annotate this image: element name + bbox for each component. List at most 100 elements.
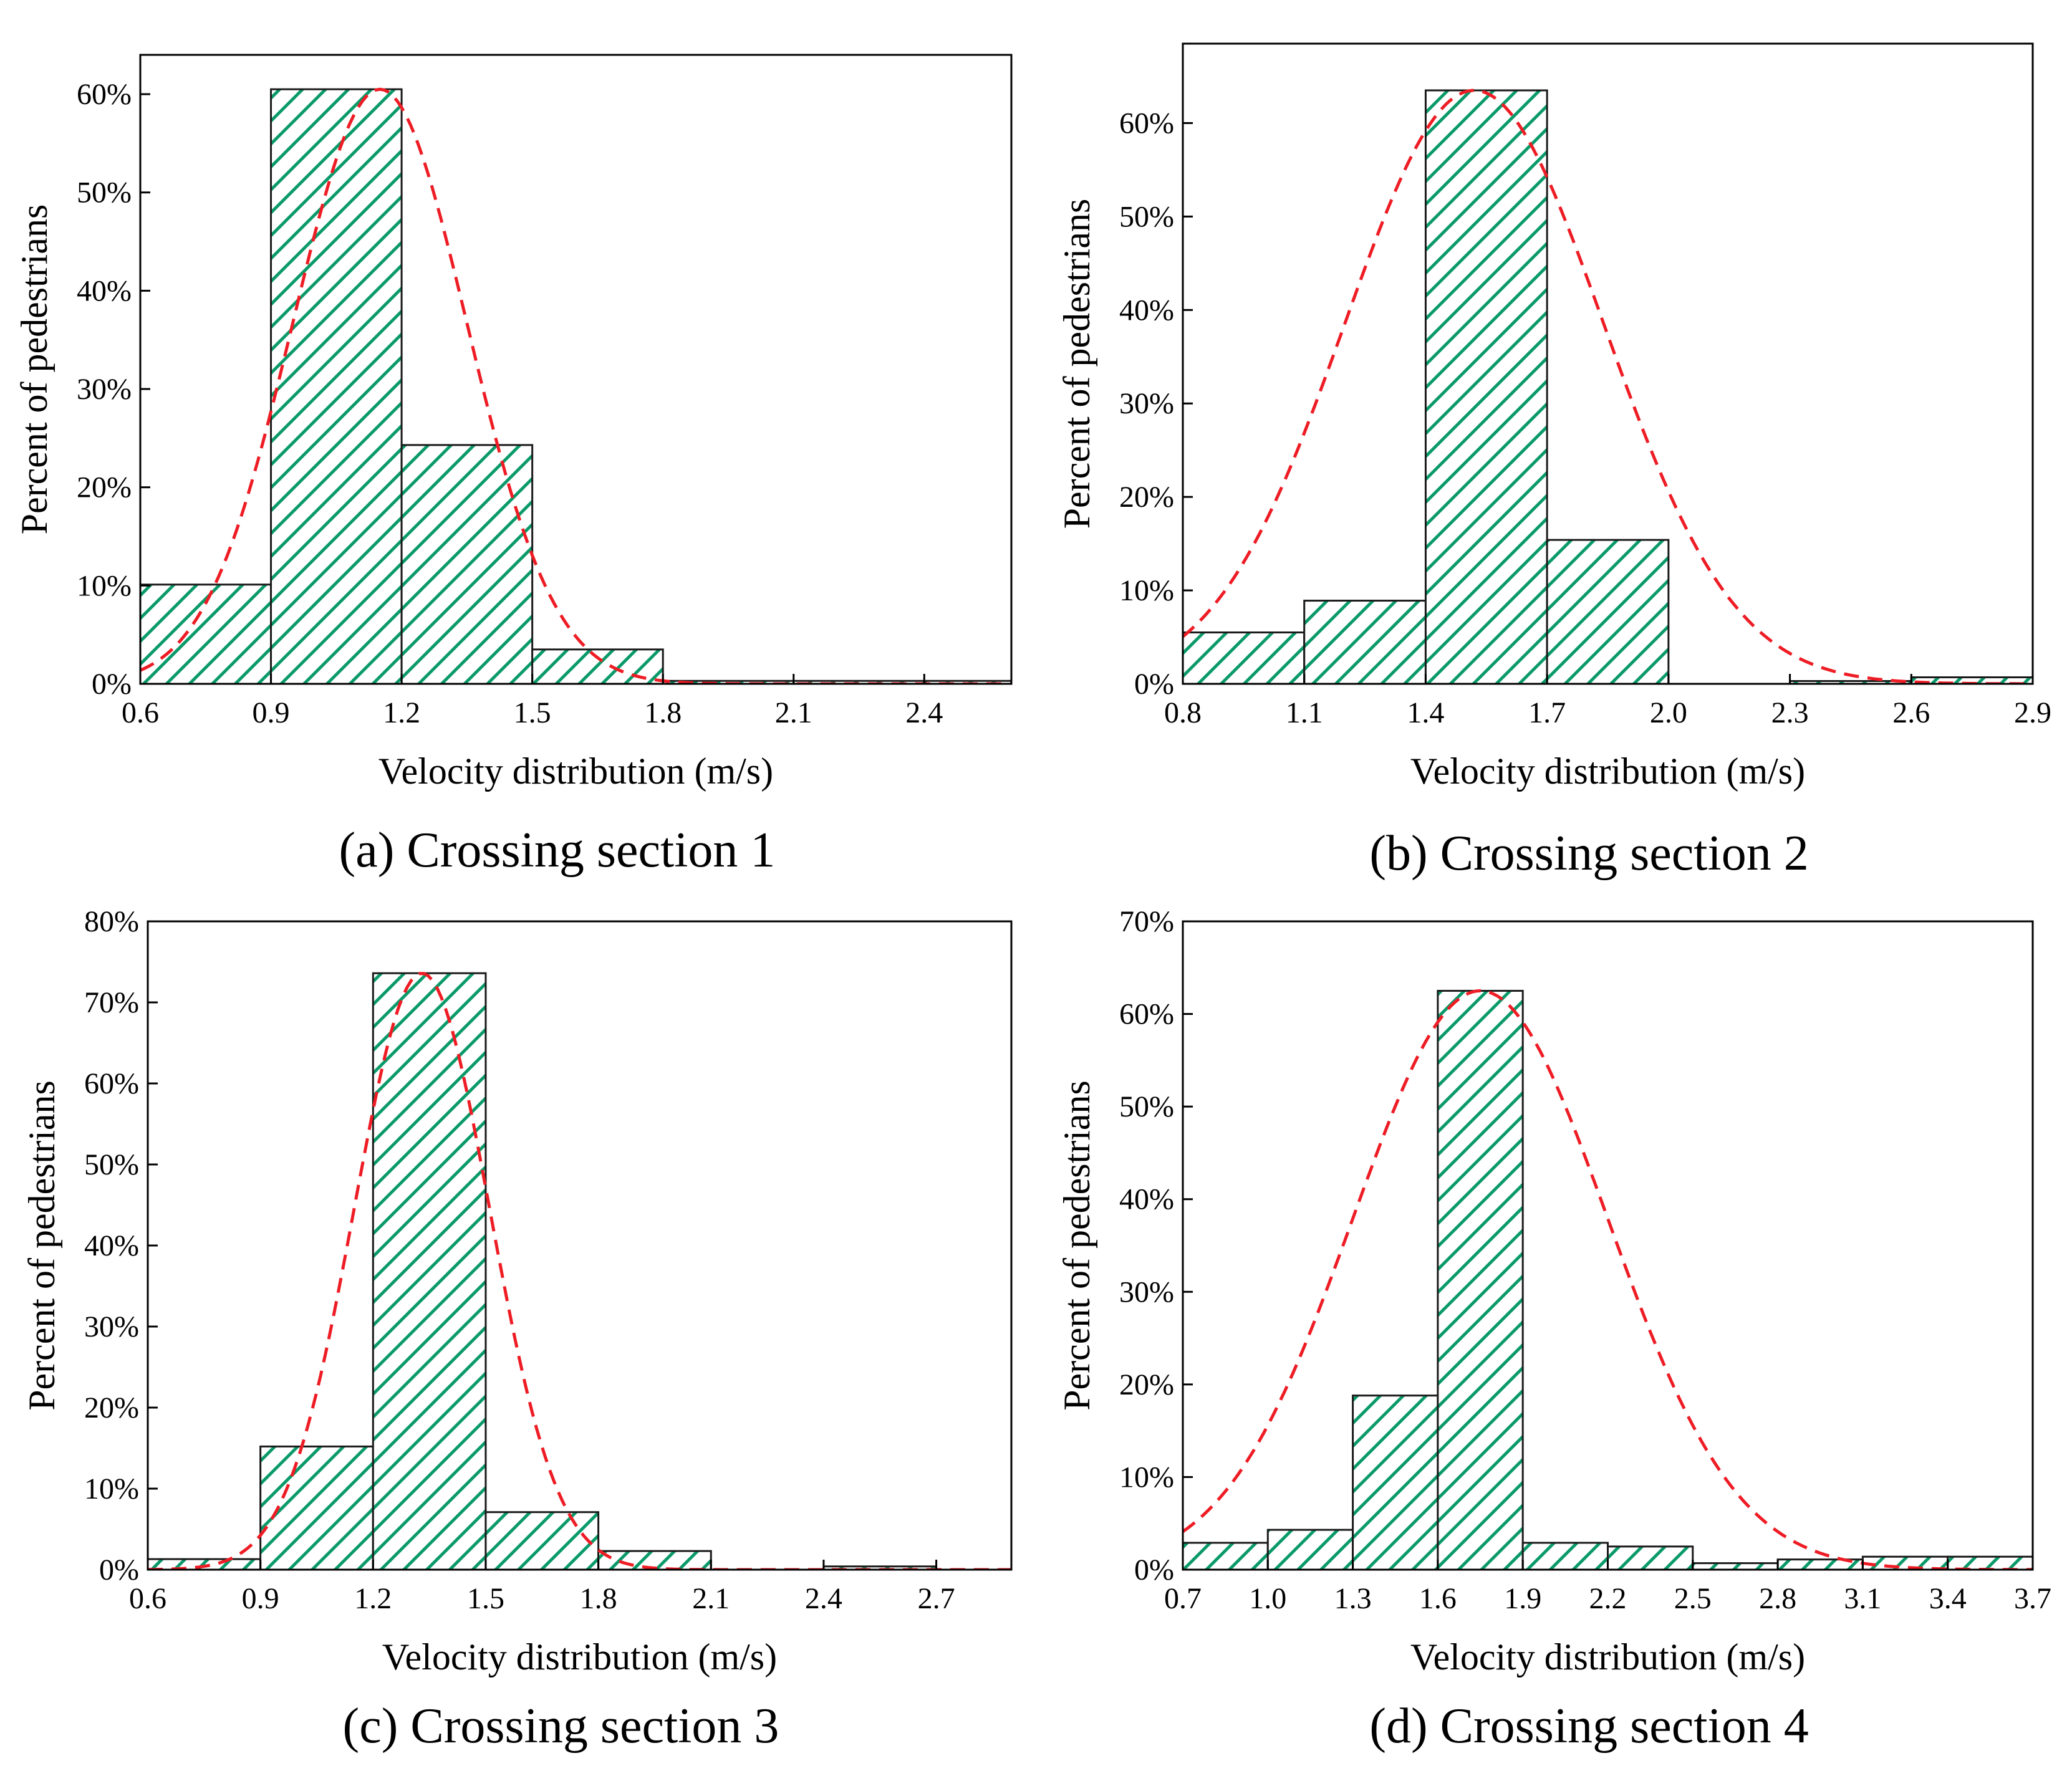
y-tick-label: 50% xyxy=(1119,200,1174,233)
chart-panel-3: 0% 10% 20% 30% 40% 50% 60% 70% 80% 0.6 0.9 1.2 1.5 1.… xyxy=(21,905,1013,1754)
histogram-bar xyxy=(1182,1542,1269,1571)
y-tick-label: 20% xyxy=(1119,481,1174,514)
x-tick-label: 2.5 xyxy=(1674,1582,1712,1615)
y-tick-label: 30% xyxy=(1119,387,1174,420)
x-tick-label: 1.8 xyxy=(580,1582,617,1615)
x-axis: 0.6 0.9 1.2 1.5 1.8 2.1 2.4 xyxy=(122,674,943,729)
x-tick-label: 1.6 xyxy=(1419,1582,1457,1615)
y-tick-label: 10% xyxy=(84,1472,139,1505)
y-axis-title: Percent of pedestrians xyxy=(14,204,55,535)
bars xyxy=(1182,989,2034,1571)
histogram-bar xyxy=(531,648,664,685)
x-tick-label: 0.9 xyxy=(253,696,290,729)
x-tick-label: 0.8 xyxy=(1164,696,1202,729)
y-axis-title: Percent of pedestrians xyxy=(1056,1080,1097,1411)
x-tick-label: 0.6 xyxy=(122,696,159,729)
x-tick-label: 1.0 xyxy=(1249,1582,1286,1615)
histogram-bar xyxy=(484,1511,600,1571)
y-tick-label: 50% xyxy=(84,1148,139,1181)
histogram-bar xyxy=(1607,1545,1694,1571)
y-tick-label: 10% xyxy=(1119,1461,1174,1494)
x-tick-label: 2.4 xyxy=(905,696,943,729)
y-tick-label: 30% xyxy=(77,373,132,406)
y-tick-label: 40% xyxy=(77,274,132,307)
x-tick-label: 2.6 xyxy=(1892,696,1930,729)
x-tick-label: 2.9 xyxy=(2014,696,2051,729)
x-axis: 0.6 0.9 1.2 1.5 1.8 2.1 2.4 2.7 xyxy=(129,1560,955,1615)
y-tick-label: 0% xyxy=(1134,668,1174,701)
x-tick-label: 2.4 xyxy=(805,1582,842,1615)
chart-panel-2: 0% 10% 20% 30% 40% 50% 60% 0.8 1.1 1.4 1.7 2.0 2.3 2.… xyxy=(1056,42,2051,881)
histogram-bar xyxy=(1303,600,1427,685)
y-tick-label: 30% xyxy=(1119,1275,1174,1308)
histogram-bar xyxy=(400,444,534,685)
y-axis-title: Percent of pedestrians xyxy=(1056,199,1097,529)
histogram-bar xyxy=(1424,89,1548,685)
y-tick-label: 20% xyxy=(84,1391,139,1424)
x-tick-label: 1.1 xyxy=(1286,696,1323,729)
x-tick-label: 2.0 xyxy=(1650,696,1687,729)
x-axis-title: Velocity distribution (m/s) xyxy=(1410,751,1805,792)
y-tick-label: 80% xyxy=(84,905,139,938)
y-axis: 0% 10% 20% 30% 40% 50% 60% 70% xyxy=(1119,905,1193,1586)
y-tick-label: 20% xyxy=(77,471,132,504)
y-tick-label: 40% xyxy=(84,1229,139,1262)
histogram-bar xyxy=(1521,1542,1609,1571)
x-tick-label: 1.2 xyxy=(354,1582,392,1615)
y-tick-label: 0% xyxy=(92,668,132,701)
x-axis-title: Velocity distribution (m/s) xyxy=(1410,1636,1805,1678)
y-tick-label: 20% xyxy=(1119,1368,1174,1401)
chart-panel-1: 0% 10% 20% 30% 40% 50% 60% 0.6 0.9 1.2 1.5 1.8 2.1 2.… xyxy=(14,54,1013,878)
y-tick-label: 60% xyxy=(1119,107,1174,140)
y-axis-title: Percent of pedestrians xyxy=(21,1080,62,1411)
x-tick-label: 3.4 xyxy=(1929,1582,1967,1615)
y-tick-label: 10% xyxy=(1119,574,1174,607)
y-tick-label: 60% xyxy=(77,78,132,111)
y-tick-label: 30% xyxy=(84,1310,139,1343)
histogram-bar xyxy=(372,972,487,1571)
panel-caption: (c) Crossing section 3 xyxy=(343,1699,779,1754)
bars xyxy=(147,972,938,1571)
y-tick-label: 60% xyxy=(1119,998,1174,1031)
x-tick-label: 1.5 xyxy=(514,696,551,729)
normal-fit-curve xyxy=(148,972,1011,1570)
x-axis: 0.7 1.0 1.3 1.6 1.9 2.2 2.5 2.8 3.1 3.4 3.7 xyxy=(1164,1560,2051,1615)
bars xyxy=(1182,89,2034,685)
y-tick-label: 70% xyxy=(84,986,139,1019)
x-tick-label: 3.7 xyxy=(2014,1582,2051,1615)
histogram-bar xyxy=(139,583,272,685)
bars xyxy=(139,88,1013,685)
x-tick-label: 1.2 xyxy=(383,696,420,729)
y-axis: 0% 10% 20% 30% 40% 50% 60% xyxy=(1119,107,1193,701)
normal-fit-curve xyxy=(1183,989,2033,1570)
plot-frame xyxy=(1182,920,2034,1571)
x-tick-label: 1.5 xyxy=(467,1582,504,1615)
panel-caption: (b) Crossing section 2 xyxy=(1369,826,1808,881)
panel-caption: (a) Crossing section 1 xyxy=(339,823,776,878)
normal-fit-curve xyxy=(140,87,1011,684)
y-axis: 0% 10% 20% 30% 40% 50% 60% 70% 80% xyxy=(84,905,158,1586)
y-axis: 0% 10% 20% 30% 40% 50% 60% xyxy=(77,78,150,701)
y-tick-label: 0% xyxy=(99,1553,139,1586)
histogram-bar xyxy=(147,1558,262,1571)
x-tick-label: 2.7 xyxy=(918,1582,955,1615)
x-tick-label: 0.7 xyxy=(1164,1582,1202,1615)
x-tick-label: 1.7 xyxy=(1528,696,1566,729)
x-tick-label: 1.9 xyxy=(1504,1582,1541,1615)
x-tick-label: 2.8 xyxy=(1759,1582,1796,1615)
x-tick-label: 0.9 xyxy=(242,1582,279,1615)
histogram-bar xyxy=(270,88,403,685)
x-tick-label: 2.2 xyxy=(1589,1582,1627,1615)
plot-frame xyxy=(1182,42,2034,685)
histogram-bar xyxy=(1546,539,1670,685)
histogram-bar xyxy=(1266,1529,1354,1571)
x-axis: 0.8 1.1 1.4 1.7 2.0 2.3 2.6 2.9 xyxy=(1164,674,2051,729)
histogram-bar xyxy=(1692,1562,1779,1571)
x-axis-title: Velocity distribution (m/s) xyxy=(378,751,773,792)
y-tick-label: 0% xyxy=(1134,1553,1174,1586)
x-axis-title: Velocity distribution (m/s) xyxy=(382,1636,777,1678)
x-tick-label: 3.1 xyxy=(1844,1582,1881,1615)
normal-fit-curve xyxy=(1183,89,2033,684)
panel-caption: (d) Crossing section 4 xyxy=(1369,1699,1808,1754)
